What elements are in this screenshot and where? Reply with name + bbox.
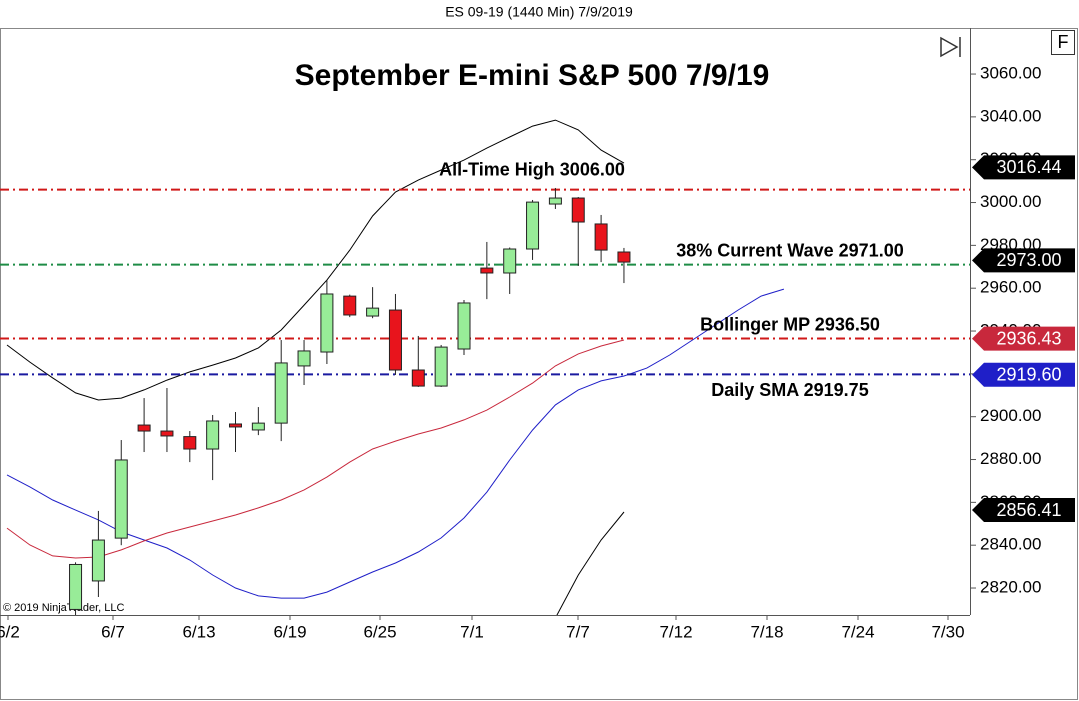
x-tick-label: 7/7 <box>566 622 590 641</box>
copyright: © 2019 NinjaTrader, LLC <box>3 602 124 614</box>
candle-body <box>114 459 128 539</box>
candle-body <box>366 307 380 317</box>
level-label: All-Time High 3006.00 <box>439 159 625 179</box>
candle-body <box>206 420 220 450</box>
level-label: Bollinger MP 2936.50 <box>700 314 880 334</box>
candle-body <box>297 350 311 367</box>
indicator-line <box>6 339 625 559</box>
price-tag-label: 2856.41 <box>996 500 1061 520</box>
level-label: 38% Current Wave 2971.00 <box>676 240 903 260</box>
price-tag-label: 2919.60 <box>996 364 1061 384</box>
header: ES 09-19 (1440 Min) 7/9/2019 <box>445 4 633 20</box>
y-tick-label: 3040.00 <box>980 106 1041 125</box>
x-tick-label: 6/19 <box>273 622 306 641</box>
x-tick-label: 6/7 <box>101 622 125 641</box>
y-tick-label: 2960.00 <box>980 278 1041 297</box>
y-tick-label: 2900.00 <box>980 406 1041 425</box>
candle-body <box>343 295 357 316</box>
price-tag-label: 2973.00 <box>996 250 1061 270</box>
x-tick-label: 7/1 <box>460 622 484 641</box>
candle-body <box>251 422 265 431</box>
candle-body <box>320 293 334 353</box>
candle-body <box>526 201 540 250</box>
y-tick-label: 2840.00 <box>980 535 1041 554</box>
candle-body <box>388 309 402 371</box>
x-tick-label: 7/30 <box>931 622 964 641</box>
candle-body <box>594 223 608 251</box>
x-tick-label: 7/18 <box>750 622 783 641</box>
f-button[interactable] <box>1051 30 1075 55</box>
indicator-line <box>6 119 625 401</box>
level-label: Daily SMA 2919.75 <box>711 380 868 400</box>
x-tick-label: 6/13 <box>182 622 215 641</box>
chart-title: September E-mini S&P 500 7/9/19 <box>295 59 770 92</box>
candle-body <box>137 424 151 432</box>
price-tag-label: 3016.44 <box>996 157 1061 177</box>
x-tick-label: 7/24 <box>841 622 874 641</box>
price-tag <box>972 248 1075 273</box>
candle-body <box>548 197 562 205</box>
scroll-end-icon[interactable] <box>940 36 961 58</box>
y-tick-label: 3000.00 <box>980 192 1041 211</box>
candle-body <box>457 302 471 350</box>
indicator-line <box>6 288 785 599</box>
candle-body <box>69 563 83 610</box>
candle-body <box>411 369 425 387</box>
x-tick-label: 7/12 <box>659 622 692 641</box>
x-tick-label: 6/2 <box>0 622 20 641</box>
candle-body <box>434 346 448 387</box>
x-tick-label: 6/25 <box>363 622 396 641</box>
candle-body <box>274 362 288 424</box>
f-button-label[interactable]: F <box>1058 32 1069 52</box>
candle-body <box>571 197 585 223</box>
price-tag <box>972 498 1075 523</box>
price-tag-label: 2936.43 <box>996 328 1061 348</box>
candle-body <box>91 539 105 582</box>
frame <box>0 28 1078 700</box>
price-tag <box>972 362 1075 387</box>
candle-body <box>480 267 494 274</box>
candle-body <box>503 248 517 274</box>
candle-body <box>183 436 197 450</box>
candle-body <box>229 423 242 428</box>
price-tag <box>972 326 1075 351</box>
plot-area <box>0 119 970 615</box>
price-tag <box>972 155 1075 180</box>
y-tick-label: 3060.00 <box>980 64 1041 83</box>
candle-body <box>617 251 631 263</box>
y-tick-label: 2820.00 <box>980 578 1041 597</box>
candle-body <box>160 430 174 437</box>
y-tick-label: 2880.00 <box>980 449 1041 468</box>
indicator-line <box>556 511 625 615</box>
axis-layer: 2820.002840.002860.002880.002900.002920.… <box>0 64 1075 641</box>
